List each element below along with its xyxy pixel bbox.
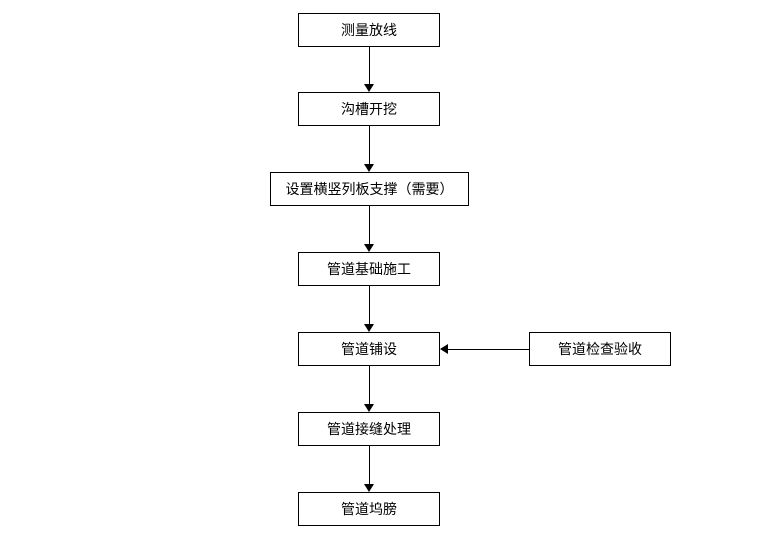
arrow-head (364, 164, 374, 172)
flowchart-node: 管道铺设 (298, 332, 440, 366)
flowchart-node: 测量放线 (298, 13, 440, 47)
node-label: 管道坞膀 (341, 499, 397, 519)
flowchart-node: 管道基础施工 (298, 252, 440, 286)
arrow-line (369, 206, 370, 244)
flowchart-node: 管道坞膀 (298, 492, 440, 526)
flowchart-node: 管道检查验收 (529, 332, 671, 366)
node-label: 管道基础施工 (327, 259, 411, 279)
node-label: 沟槽开挖 (341, 99, 397, 119)
node-label: 测量放线 (341, 20, 397, 40)
arrow-head (364, 404, 374, 412)
arrow-head (364, 84, 374, 92)
node-label: 管道接缝处理 (327, 419, 411, 439)
flowchart-node: 沟槽开挖 (298, 92, 440, 126)
arrow-head (364, 484, 374, 492)
arrow-line (369, 366, 370, 404)
arrow-head (364, 244, 374, 252)
arrow-line (369, 126, 370, 164)
arrow-head (440, 344, 448, 354)
flowchart-container: 测量放线 沟槽开挖 设置横竖列板支撑（需要） 管道基础施工 管道铺设 管道检查验… (0, 0, 760, 555)
arrow-line (369, 286, 370, 324)
arrow-line (369, 446, 370, 484)
node-label: 设置横竖列板支撑（需要） (286, 179, 454, 199)
flowchart-node: 设置横竖列板支撑（需要） (270, 172, 469, 206)
flowchart-node: 管道接缝处理 (298, 412, 440, 446)
arrow-head (364, 324, 374, 332)
arrow-line (448, 349, 529, 350)
node-label: 管道检查验收 (558, 339, 642, 359)
arrow-line (369, 47, 370, 84)
node-label: 管道铺设 (341, 339, 397, 359)
